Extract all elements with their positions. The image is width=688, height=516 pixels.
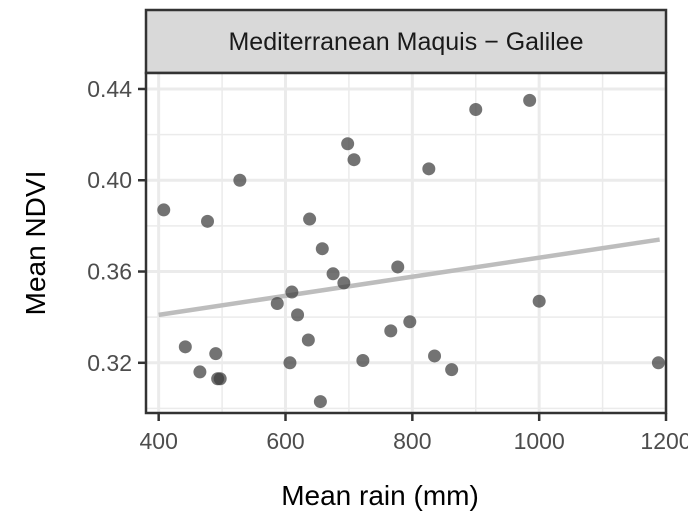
plot-panel [146,73,666,413]
data-point [337,276,351,290]
data-point [303,212,317,226]
data-point [313,395,327,409]
data-point [193,365,207,379]
y-tick-label: 0.32 [87,350,132,376]
x-tick-label: 1200 [640,428,688,454]
data-point [178,340,192,354]
x-tick-label: 1000 [514,428,565,454]
y-tick-label: 0.44 [87,76,132,102]
data-point [428,349,442,363]
data-point [157,203,171,217]
data-point [422,162,436,176]
y-tick-label: 0.36 [87,259,132,285]
data-point [201,214,215,228]
grid [146,73,668,413]
y-axis: 0.32 0.36 0.40 0.44 [87,76,146,376]
x-tick-label: 600 [266,428,304,454]
data-point [209,347,223,361]
x-tick-label: 400 [139,428,177,454]
data-point [285,285,299,299]
data-point [347,153,361,167]
trend-line-group [158,237,660,318]
data-point [291,308,305,322]
y-axis-title: Mean NDVI [20,171,51,316]
facet-strip [144,8,668,75]
data-point [341,137,355,151]
data-points [157,93,665,409]
x-tick-label: 800 [393,428,431,454]
panel-border [144,71,668,415]
x-axis: 400 600 800 1000 1200 [139,413,688,454]
data-point [213,372,227,386]
data-point [301,333,315,347]
data-point [384,324,398,338]
data-point [270,296,284,310]
data-point [523,93,537,107]
data-point [532,294,546,308]
data-point [356,354,370,368]
facet-title: Mediterranean Maquis − Galilee [228,28,583,56]
data-point [233,173,247,187]
data-point [651,356,665,370]
data-point [315,242,329,256]
x-axis-title: Mean rain (mm) [281,480,479,511]
data-point [326,267,340,281]
trend-line [158,237,660,318]
data-point [391,260,405,274]
data-point [445,363,459,377]
data-point [403,315,417,329]
y-tick-label: 0.40 [87,167,132,193]
data-point [469,103,483,117]
data-point [283,356,297,370]
